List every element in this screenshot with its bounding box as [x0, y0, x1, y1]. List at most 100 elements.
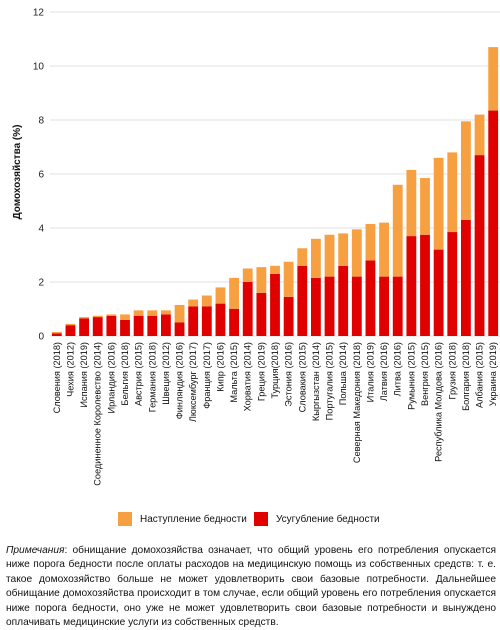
x-category-label: Эстония (2016) — [284, 342, 294, 407]
x-category-label: Мальта (2015) — [229, 342, 239, 403]
x-category-label: Венгрия (2015) — [420, 342, 430, 406]
bar-onset — [406, 169, 417, 237]
bar-deepening — [433, 249, 444, 336]
legend-item-onset: Наступление бедности — [118, 512, 247, 526]
y-tick-label: 12 — [33, 8, 45, 19]
x-category-label: Словения (2018) — [52, 342, 62, 413]
bar-onset — [256, 267, 267, 293]
bar-deepening — [392, 276, 403, 336]
chart-note: Примечания: обнищание домохозяйства озна… — [6, 544, 496, 630]
bar-onset — [174, 304, 185, 323]
bar-deepening — [215, 303, 226, 336]
x-category-label: Франция (2017) — [202, 342, 212, 409]
bar-onset — [311, 238, 321, 278]
bar-onset — [474, 114, 485, 156]
bar-onset — [188, 299, 199, 307]
x-category-label: Швеция (2012) — [161, 342, 171, 405]
x-category-label: Албания (2015) — [475, 342, 485, 408]
bar-onset — [215, 287, 226, 304]
bar-deepening — [283, 296, 294, 336]
bar-onset — [297, 248, 308, 266]
x-category-label: Румыния (2015) — [406, 342, 416, 410]
x-category-label: Бельгия (2018) — [120, 342, 130, 406]
bar-deepening — [242, 282, 253, 336]
bar-onset — [351, 229, 362, 277]
x-category-label: Италия (2019) — [365, 342, 375, 402]
legend-label-deepening: Усугубление бедности — [276, 513, 380, 525]
x-category-label: Польша (2014) — [338, 342, 348, 405]
bar-onset — [147, 310, 158, 316]
bar-onset — [488, 47, 499, 111]
x-category-label: Португалия (2015) — [325, 342, 335, 420]
bar-deepening — [51, 333, 62, 336]
y-axis-label: Домохозяйства (%) — [12, 125, 23, 220]
x-category-label: Испания (2019) — [79, 342, 89, 408]
stacked-bar-chart: 0 2 4 6 8 10 12 Словения (2018) Чехия (2012) Исп… — [12, 8, 500, 486]
bar-deepening — [92, 317, 103, 336]
x-category-label: Украина (2019) — [488, 342, 498, 406]
x-category-label: Кипр (2016) — [215, 342, 225, 392]
bar-onset — [447, 152, 458, 233]
bar-deepening — [65, 325, 76, 336]
x-category-label: Кыргызстан (2014) — [311, 342, 321, 421]
x-category-label: Ирландия (2016) — [106, 342, 116, 414]
y-tick-label: 2 — [38, 278, 44, 289]
y-tick-label: 10 — [33, 62, 45, 73]
bar-deepening — [420, 234, 430, 336]
bar-onset — [324, 234, 335, 277]
bar-onset — [461, 121, 471, 220]
bar-onset — [433, 157, 444, 250]
legend: Наступление бедности Усугубление бедност… — [0, 512, 500, 532]
bar-deepening — [120, 319, 130, 336]
bar-onset — [161, 310, 171, 315]
bar-onset — [283, 261, 294, 297]
legend-swatch-deepening — [254, 512, 268, 526]
x-category-label: Греция (2019) — [256, 342, 266, 401]
x-category-label: Болгария (2018) — [461, 342, 471, 411]
x-category-label: Соединенное Королевство (2014) — [93, 342, 103, 486]
bar-onset — [120, 314, 130, 320]
bar-onset — [79, 317, 89, 319]
x-category-label: Финляндия (2016) — [175, 342, 185, 419]
bar-deepening — [229, 309, 239, 336]
bar-deepening — [474, 155, 485, 336]
bar-deepening — [365, 260, 376, 336]
bars — [51, 47, 499, 336]
x-category-label: Турция(2018) — [270, 342, 280, 399]
x-axis-category-labels: Словения (2018) Чехия (2012) Испания (2019… — [52, 342, 498, 486]
x-category-label: Северная Македония (2018) — [352, 342, 362, 463]
x-category-label: Литва (2016) — [393, 342, 403, 396]
y-tick-label: 0 — [38, 332, 44, 343]
bar-deepening — [201, 306, 212, 336]
note-prefix: Примечания — [6, 545, 65, 556]
x-category-label: Германия (2018) — [147, 342, 157, 412]
bar-deepening — [79, 318, 89, 336]
bar-deepening — [351, 276, 362, 336]
bar-deepening — [270, 273, 280, 336]
bar-deepening — [406, 236, 417, 336]
bar-onset — [92, 315, 103, 318]
bar-onset — [51, 331, 62, 334]
bar-onset — [338, 233, 349, 266]
x-category-label: Хорватия (2014) — [243, 342, 253, 411]
legend-label-onset: Наступление бедности — [140, 513, 247, 525]
x-category-label: Латвия (2016) — [379, 342, 389, 401]
bar-onset — [229, 277, 239, 309]
bar-deepening — [379, 276, 389, 336]
x-category-label: Грузия (2018) — [447, 342, 457, 400]
bar-onset — [365, 223, 376, 261]
y-tick-label: 4 — [38, 224, 44, 235]
bar-deepening — [174, 322, 185, 336]
y-tick-label: 8 — [38, 116, 44, 127]
bar-onset — [242, 268, 253, 282]
bar-deepening — [133, 315, 144, 336]
bar-deepening — [147, 315, 158, 336]
bar-deepening — [461, 219, 471, 336]
bar-deepening — [338, 265, 349, 336]
bar-onset — [420, 178, 430, 235]
bar-deepening — [297, 265, 308, 336]
x-category-label: Австрия (2015) — [134, 342, 144, 406]
y-tick-label: 6 — [38, 170, 44, 181]
bar-onset — [106, 314, 117, 316]
gridlines — [50, 11, 500, 337]
